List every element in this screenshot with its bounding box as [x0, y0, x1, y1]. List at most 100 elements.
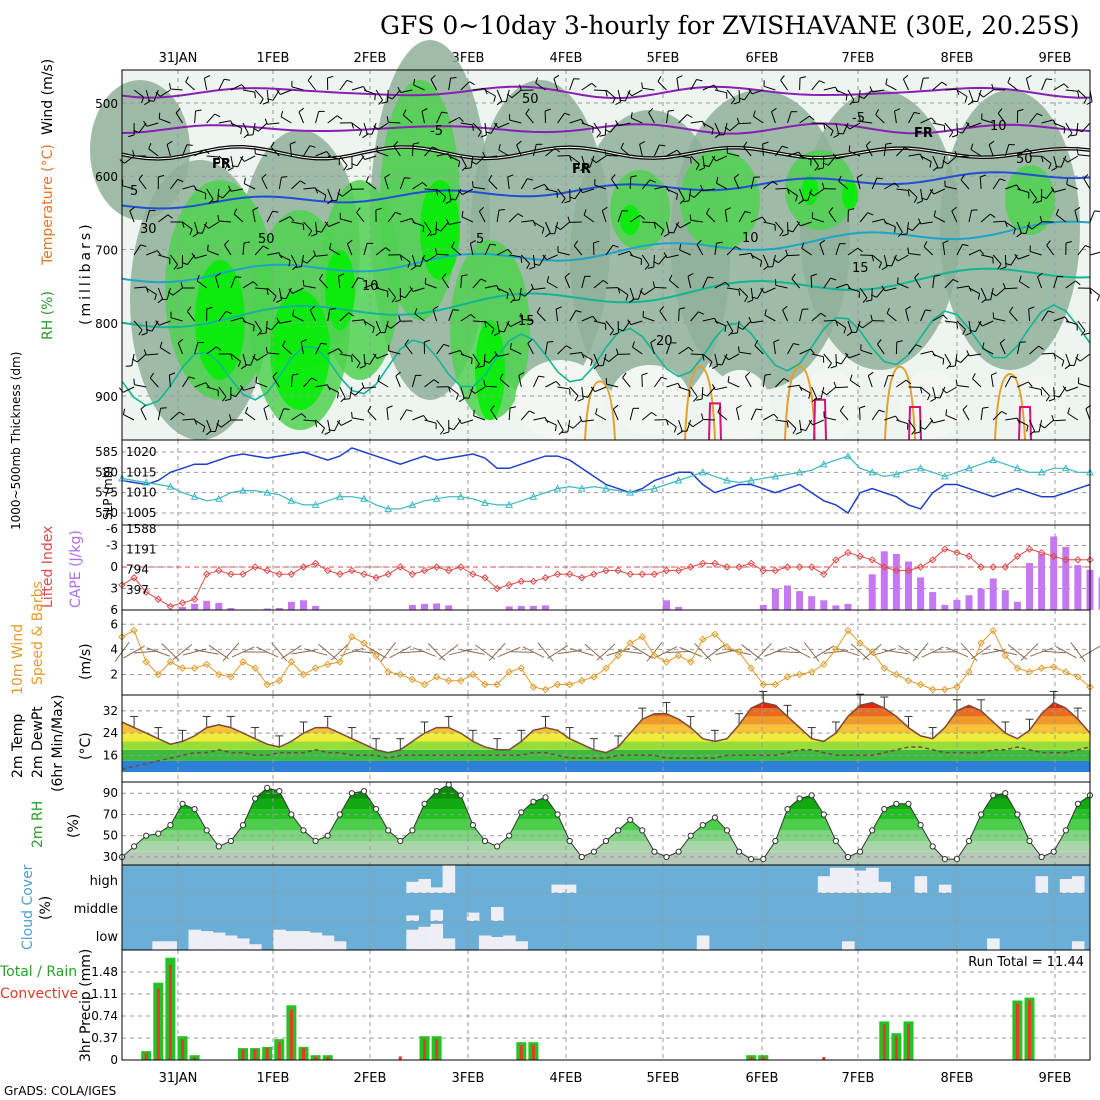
- wind-barb: [666, 188, 678, 195]
- wind-barb-flag: [1075, 280, 1081, 286]
- wind-barb: [982, 347, 994, 355]
- wind-barb-flag: [361, 382, 365, 389]
- wind-barb: [622, 377, 631, 388]
- wind-speed-marker: [674, 651, 683, 660]
- wind-barb: [1028, 308, 1030, 322]
- wind-barb-flag: [276, 317, 281, 324]
- rh-marker: [844, 853, 852, 861]
- wind-barb-flag: [457, 418, 462, 424]
- wind-barb-flag: [688, 194, 695, 198]
- top-date-label: 6FEB: [746, 51, 779, 66]
- wind-barb-flag: [948, 131, 954, 138]
- lifted-index-marker: [977, 563, 985, 571]
- wind-barb-flag: [357, 277, 365, 280]
- wind-barb: [221, 419, 232, 428]
- wind-barb: [884, 221, 896, 228]
- cloud-cell: [878, 881, 891, 893]
- wind-barb: [356, 155, 365, 166]
- lifted-index-marker: [735, 563, 743, 571]
- precip-convective-bar: [193, 1057, 197, 1060]
- rh-marker: [264, 784, 271, 792]
- wind-barb-flag: [696, 79, 703, 82]
- wind-barb-flag: [793, 343, 800, 346]
- wind-10m-barb: [537, 642, 554, 662]
- wind-barb: [884, 287, 897, 292]
- wind-barb-flag: [698, 311, 705, 315]
- rh-band: [122, 798, 1090, 810]
- lifted-index-marker: [202, 570, 211, 578]
- wind-barb-flag: [483, 380, 486, 387]
- wind-barb: [169, 254, 179, 265]
- wind-speed-marker: [1013, 664, 1022, 672]
- wind-barb: [136, 353, 147, 363]
- wind-barb-flag: [964, 96, 968, 103]
- wind-barb-flag: [1048, 398, 1055, 402]
- wind-barb: [266, 287, 277, 297]
- wind-barb: [244, 155, 256, 162]
- wind-barb: [1078, 383, 1091, 388]
- wind-barb-flag: [413, 142, 420, 145]
- wind-barb: [448, 309, 454, 322]
- wind-barb: [630, 254, 642, 260]
- wind-barb: [351, 277, 359, 289]
- wind-barb-flag: [1014, 253, 1019, 260]
- top-date-label: 5FEB: [647, 51, 680, 66]
- wind-barb: [750, 177, 755, 190]
- wind-barb-flag: [1029, 430, 1035, 436]
- wind-barb-flag: [280, 297, 287, 300]
- wind-barb: [1005, 417, 1018, 421]
- wind-barb: [581, 386, 584, 399]
- wind-barb: [733, 177, 740, 190]
- wind-barb: [863, 89, 873, 99]
- cloud-cell: [406, 929, 419, 950]
- wind-barb: [535, 82, 546, 91]
- wind-barb: [158, 254, 170, 259]
- top-date-label: 8FEB: [941, 51, 974, 66]
- wind-barb-flag: [827, 362, 832, 369]
- wind-speed-marker: [202, 660, 211, 669]
- rh-shading-region: [842, 180, 858, 210]
- wind-barb-flag: [554, 425, 557, 432]
- wind-barb-flag: [933, 210, 936, 217]
- wind-barb-flag: [913, 197, 918, 203]
- wind-barb: [356, 212, 365, 223]
- rh-marker: [518, 809, 525, 816]
- wind-barb-flag: [1074, 206, 1081, 211]
- cape-bar: [263, 608, 271, 610]
- svg-text:2m Temp: 2m Temp: [10, 714, 26, 778]
- wind-barb: [605, 89, 616, 99]
- wind-barb: [149, 377, 159, 388]
- wind-barb: [980, 287, 987, 300]
- wind-barb: [1025, 221, 1030, 234]
- wind-barb-flag: [541, 227, 545, 234]
- wind-barb-flag: [743, 141, 748, 148]
- wind-speed-marker: [505, 668, 513, 676]
- wind-barb: [787, 343, 794, 355]
- rh-marker: [857, 848, 864, 855]
- wind-barb-flag: [795, 431, 802, 435]
- wind-barb: [631, 117, 643, 124]
- wind-barb-flag: [979, 249, 985, 255]
- wind-speed-marker: [723, 643, 731, 651]
- wind-barb: [255, 382, 268, 388]
- precip-convective-bar: [302, 1048, 305, 1060]
- wind-barb: [582, 188, 595, 194]
- wind-barb-flag: [488, 174, 493, 181]
- lifted-index-marker: [481, 574, 489, 582]
- wind-barb-flag: [641, 82, 643, 89]
- wind-barb: [267, 352, 280, 355]
- precip-convective-bar: [277, 1042, 281, 1060]
- wind-barb-flag: [544, 108, 551, 112]
- wind-barb-flag: [946, 364, 952, 370]
- lifted-index-marker: [1037, 548, 1046, 557]
- wind-barb-flag: [254, 147, 256, 154]
- rh-marker: [748, 856, 755, 863]
- wind-barb-flag: [916, 200, 923, 204]
- wind-barb-flag: [499, 373, 504, 380]
- wind-barb-flag: [555, 381, 561, 387]
- wind-barb-flag: [764, 309, 767, 316]
- wind-barb: [555, 309, 559, 322]
- wind-barb-flag: [206, 306, 213, 310]
- cape-bar: [312, 605, 320, 610]
- wind-barb-flag: [395, 211, 402, 215]
